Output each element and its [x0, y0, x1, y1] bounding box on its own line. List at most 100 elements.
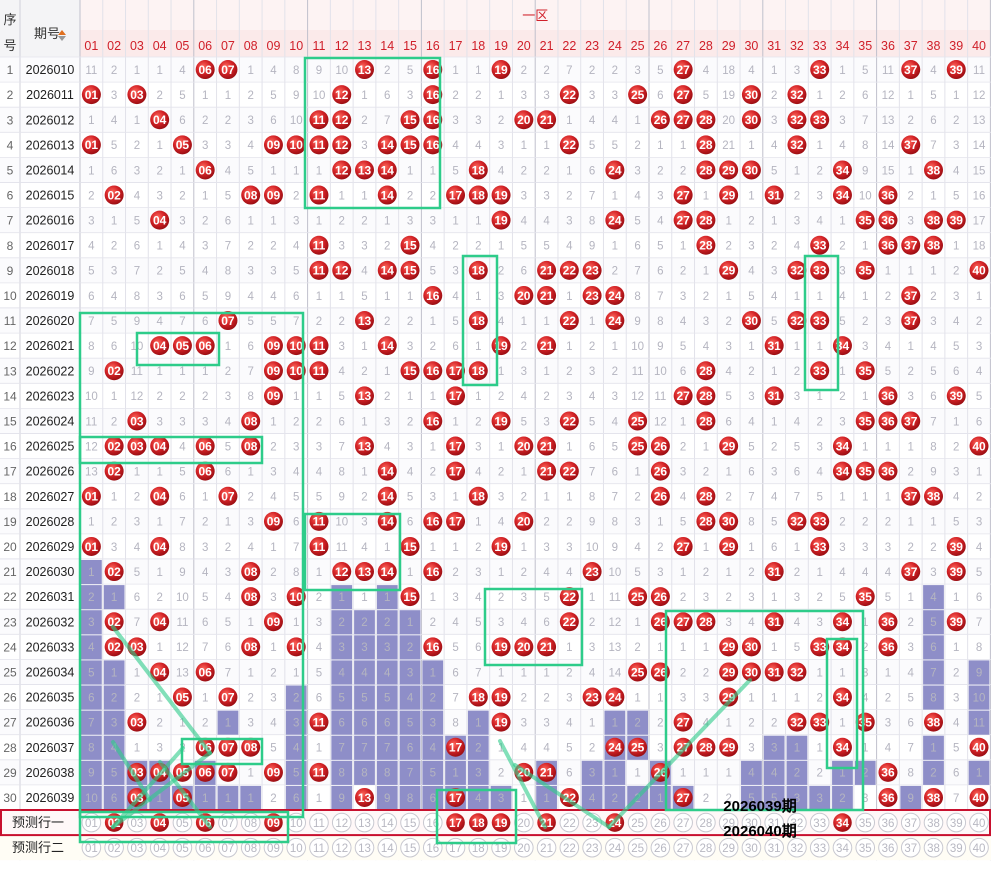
- miss-bar: [741, 760, 762, 785]
- predict-cell[interactable]: [377, 837, 398, 858]
- hit-number: 25: [631, 741, 645, 755]
- predict-cell[interactable]: [400, 812, 420, 833]
- hit-ball: [514, 110, 534, 130]
- predict-cell[interactable]: [627, 837, 648, 858]
- hit-number: 21: [540, 464, 554, 478]
- predict-cell[interactable]: [446, 813, 465, 832]
- miss-count: 1: [908, 441, 914, 453]
- miss-count: 5: [725, 391, 731, 403]
- predict-cell[interactable]: [809, 812, 830, 833]
- miss-count: 3: [111, 266, 117, 278]
- table-row: 24 2026033 4 02 03 1 12 7 6 08 1 10 4 3 3 3 2 16 5 6 19 20 21 1…: [3, 637, 982, 657]
- predict-cell[interactable]: [491, 813, 511, 832]
- hit-ball: [878, 185, 898, 205]
- miss-count: 1: [452, 768, 458, 780]
- miss-count: 2: [202, 517, 208, 529]
- miss-count: 4: [771, 291, 778, 303]
- miss-count: 1: [270, 542, 276, 554]
- predict-cell[interactable]: [696, 837, 716, 858]
- miss-count: 7: [657, 291, 663, 303]
- hit-number: 20: [517, 439, 531, 453]
- predict-cell[interactable]: [469, 813, 488, 832]
- predict-cell[interactable]: [627, 812, 648, 833]
- predict-cell[interactable]: [354, 837, 375, 858]
- predict-cell[interactable]: [718, 812, 739, 833]
- predict-cell[interactable]: [650, 837, 671, 858]
- predict-cell[interactable]: [559, 837, 580, 858]
- predict-cell[interactable]: [309, 837, 329, 858]
- miss-count: 2: [361, 215, 367, 227]
- miss-count: 2: [725, 241, 731, 253]
- predict-cell[interactable]: [582, 837, 602, 858]
- predict-cell[interactable]: [787, 837, 807, 858]
- sort-arrows-icon[interactable]: [58, 30, 66, 41]
- miss-count: 16: [973, 190, 986, 202]
- miss-count: 9: [976, 667, 982, 679]
- miss-count: 2: [634, 642, 640, 654]
- predict-cell[interactable]: [832, 837, 853, 858]
- predict-cell[interactable]: [309, 812, 329, 833]
- miss-bar: [490, 785, 512, 810]
- predict-cell[interactable]: [833, 813, 852, 832]
- predict-cell[interactable]: [787, 812, 807, 833]
- predict-cell[interactable]: [741, 812, 762, 833]
- predict-cell[interactable]: [354, 812, 375, 833]
- predict-label: 预测行一: [12, 815, 64, 830]
- predict-cell[interactable]: [718, 837, 739, 858]
- predict-cell[interactable]: [377, 812, 398, 833]
- predict-cell[interactable]: [605, 837, 625, 858]
- predict-cell[interactable]: [514, 837, 534, 858]
- hit-number: 03: [130, 439, 144, 453]
- predict-cell[interactable]: [286, 837, 307, 858]
- predict-cell[interactable]: [559, 812, 580, 833]
- hit-number: 38: [927, 715, 941, 729]
- predict-cell[interactable]: [855, 837, 876, 858]
- predict-cell[interactable]: [536, 837, 557, 858]
- predict-cell[interactable]: [673, 812, 693, 833]
- predict-cell[interactable]: [969, 837, 989, 858]
- predict-cell[interactable]: [923, 812, 944, 833]
- miss-count: 1: [862, 617, 868, 629]
- miss-count: 12: [654, 416, 667, 428]
- miss-count: 6: [407, 743, 413, 755]
- miss-bar: [923, 585, 944, 610]
- miss-count: 5: [589, 140, 595, 152]
- predict-cell[interactable]: [809, 837, 830, 858]
- miss-count: 5: [976, 391, 982, 403]
- column-number: 26: [653, 39, 667, 53]
- predict-cell[interactable]: [331, 812, 352, 833]
- predict-cell[interactable]: [764, 837, 784, 858]
- miss-count: 1: [862, 241, 868, 253]
- predict-cell[interactable]: [900, 837, 921, 858]
- predict-cell[interactable]: [900, 812, 921, 833]
- predict-cell[interactable]: [878, 837, 898, 858]
- miss-count: 2: [134, 140, 140, 152]
- predict-cell[interactable]: [696, 812, 716, 833]
- predict-cell[interactable]: [946, 837, 967, 858]
- miss-count: 3: [657, 190, 663, 202]
- column-number: 04: [153, 39, 167, 53]
- predict-cell[interactable]: [673, 837, 693, 858]
- miss-count: 3: [976, 341, 982, 353]
- miss-count: 5: [293, 266, 299, 278]
- predict-cell[interactable]: [741, 837, 762, 858]
- miss-count: 1: [247, 617, 253, 629]
- miss-count: 2: [589, 65, 595, 77]
- predict-cell[interactable]: [923, 837, 944, 858]
- miss-count: 1: [316, 391, 322, 403]
- predict-cell[interactable]: [878, 812, 898, 833]
- predict-cell[interactable]: [514, 812, 534, 833]
- miss-count: 2: [316, 316, 322, 328]
- predict-cell[interactable]: [331, 837, 352, 858]
- predict-cell[interactable]: [650, 812, 671, 833]
- predict-cell[interactable]: [400, 837, 420, 858]
- miss-count: 1: [771, 592, 777, 604]
- predict-cell[interactable]: [969, 812, 989, 833]
- period-header[interactable]: 期号: [34, 26, 60, 41]
- predict-cell[interactable]: [946, 812, 967, 833]
- miss-count: 1: [976, 291, 982, 303]
- predict-cell[interactable]: [764, 812, 784, 833]
- miss-count: 1: [156, 241, 162, 253]
- predict-cell[interactable]: [855, 812, 876, 833]
- miss-count: 4: [794, 416, 801, 428]
